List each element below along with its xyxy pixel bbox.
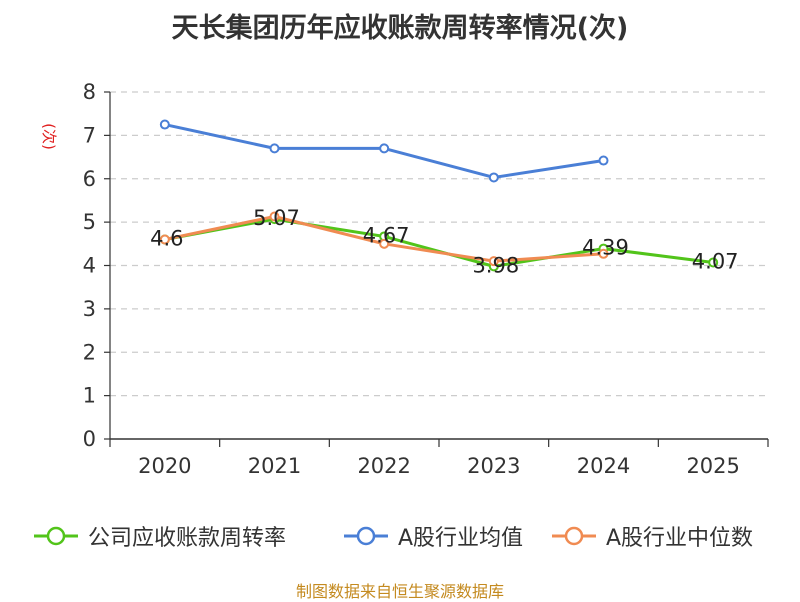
legend-label-industry-mean: A股行业均值	[398, 526, 524, 551]
chart-title: 天长集团历年应收账款周转率情况(次)	[171, 13, 629, 44]
data-label: 4.67	[363, 223, 410, 247]
y-tick-label: 8	[83, 80, 96, 104]
y-tick-label: 0	[83, 427, 96, 451]
data-point	[488, 172, 499, 183]
data-point	[159, 234, 170, 245]
legend: 公司应收账款周转率 A股行业均值 A股行业中位数	[0, 518, 800, 554]
legend-item-industry-mean[interactable]: A股行业均值	[342, 518, 523, 554]
data-label: 4.39	[582, 236, 629, 260]
data-point	[379, 238, 390, 249]
x-tick-label: 2025	[686, 454, 739, 478]
legend-item-company[interactable]: 公司应收账款周转率	[32, 518, 286, 554]
legend-line-marker-icon	[34, 526, 78, 546]
x-tick-label: 2023	[467, 454, 520, 478]
series-line-0	[164, 217, 714, 268]
data-point	[379, 143, 390, 154]
data-point	[269, 211, 280, 222]
data-label: 5.07	[253, 206, 300, 230]
legend-item-industry-median[interactable]: A股行业中位数	[550, 518, 753, 554]
y-tick-label: 3	[83, 297, 96, 321]
y-tick-label: 5	[83, 210, 96, 234]
legend-label-company: 公司应收账款周转率	[88, 526, 287, 551]
data-point	[159, 119, 170, 130]
data-point	[598, 155, 609, 166]
legend-line-marker-icon	[344, 526, 388, 546]
data-point	[708, 257, 719, 268]
data-point	[488, 256, 499, 267]
y-tick-label: 6	[83, 167, 96, 191]
legend-line-marker-icon	[552, 526, 596, 546]
data-label: 3.98	[472, 253, 519, 277]
x-tick-label: 2021	[248, 454, 301, 478]
data-label: 4.6	[150, 226, 183, 250]
y-tick-label: 4	[83, 254, 96, 278]
y-tick-label: 7	[83, 123, 96, 147]
y-tick-label: 1	[83, 384, 96, 408]
legend-label-industry-median: A股行业中位数	[606, 526, 754, 551]
x-tick-label: 2020	[138, 454, 191, 478]
data-source-note: 制图数据来自恒生聚源数据库	[295, 582, 504, 601]
x-tick-label: 2024	[577, 454, 630, 478]
data-point	[269, 143, 280, 154]
data-point	[598, 248, 609, 259]
x-tick-label: 2022	[357, 454, 410, 478]
y-tick-label: 2	[83, 340, 96, 364]
data-label: 4.07	[692, 249, 739, 273]
